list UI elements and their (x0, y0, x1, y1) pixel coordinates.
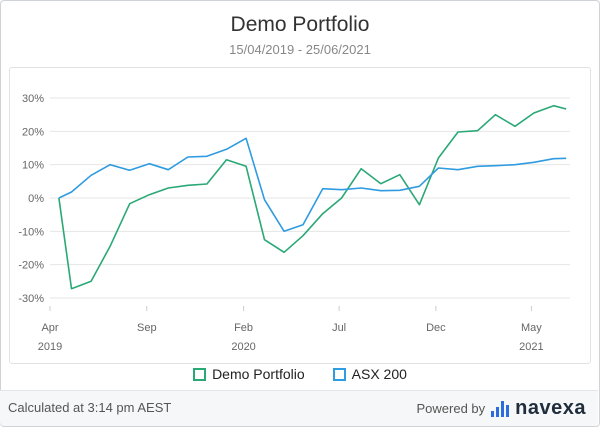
y-tick-label: -20% (18, 260, 44, 272)
legend-swatch-asx (332, 367, 346, 381)
y-tick-label: 10% (22, 160, 44, 172)
legend: Demo Portfolio ASX 200 (0, 366, 600, 382)
y-tick-label: -10% (18, 226, 44, 238)
legend-label-portfolio: Demo Portfolio (212, 366, 305, 382)
chart-title: Demo Portfolio (230, 13, 370, 36)
y-tick-label: 0% (28, 193, 44, 205)
y-tick-label: -30% (18, 293, 44, 305)
series-line-asx (58, 137, 567, 233)
x-year-label: 2020 (231, 341, 255, 353)
y-tick-label: 30% (22, 93, 44, 105)
x-tick-label: Dec (426, 322, 446, 334)
series-line-portfolio (58, 104, 567, 290)
powered-by-label: Powered by (416, 401, 486, 416)
y-tick-label: 20% (22, 126, 44, 138)
legend-item-portfolio[interactable]: Demo Portfolio (193, 366, 305, 382)
bar-chart-logo-icon (491, 400, 510, 417)
navexa-brand: navexa (515, 397, 586, 419)
plot-area (9, 67, 591, 364)
x-tick-label: May (521, 322, 542, 334)
chart-date-range: 15/04/2019 - 25/06/2021 (229, 42, 371, 57)
legend-label-asx: ASX 200 (351, 366, 407, 382)
x-year-label: 2019 (38, 341, 62, 353)
x-tick-label: Feb (234, 322, 253, 334)
x-tick-label: Apr (41, 322, 58, 334)
x-year-label: 2021 (519, 341, 543, 353)
legend-swatch-portfolio (193, 367, 207, 381)
legend-item-asx[interactable]: ASX 200 (332, 366, 407, 382)
calculated-at-text: Calculated at 3:14 pm AEST (8, 400, 172, 415)
x-tick-label: Sep (137, 322, 157, 334)
footer: Calculated at 3:14 pm AEST Powered by na… (0, 390, 598, 426)
x-tick-label: Jul (332, 322, 346, 334)
powered-by[interactable]: Powered by navexa (417, 397, 587, 420)
